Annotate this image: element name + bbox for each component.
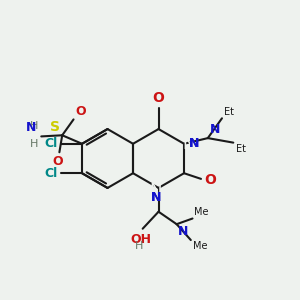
Text: N: N: [189, 137, 199, 150]
Text: Et: Et: [224, 106, 234, 117]
Text: N: N: [151, 191, 161, 204]
Text: N: N: [209, 123, 220, 136]
Text: Cl: Cl: [44, 167, 58, 180]
Text: O: O: [204, 173, 216, 187]
Text: O: O: [52, 154, 63, 167]
Text: H: H: [135, 241, 143, 251]
Text: H: H: [30, 139, 38, 149]
Text: S: S: [50, 120, 60, 134]
Text: H: H: [30, 121, 38, 131]
Text: N: N: [178, 225, 188, 238]
Text: N: N: [26, 121, 36, 134]
Text: N: N: [149, 182, 162, 200]
Text: OH: OH: [130, 233, 151, 246]
Text: Me: Me: [193, 241, 207, 251]
Text: N: N: [182, 135, 195, 153]
Text: Et: Et: [236, 144, 246, 154]
Text: O: O: [75, 105, 86, 118]
Text: N: N: [189, 137, 199, 150]
Text: N: N: [151, 191, 161, 204]
Text: Me: Me: [194, 207, 209, 218]
Text: Cl: Cl: [44, 137, 58, 150]
Text: O: O: [153, 91, 164, 105]
